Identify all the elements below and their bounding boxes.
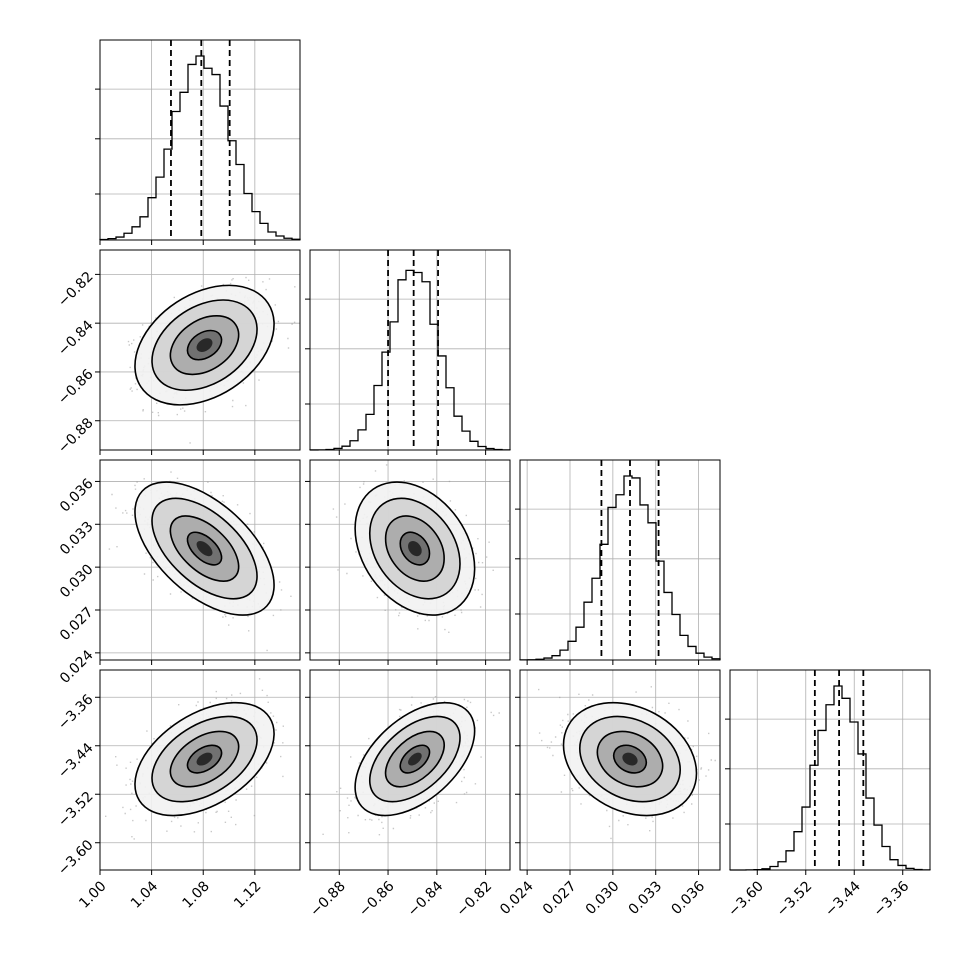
x-tick-label: 0.024	[497, 878, 537, 918]
panel-content	[100, 250, 300, 450]
panel-content	[100, 460, 300, 660]
x-tick-label: 0.033	[626, 878, 666, 918]
y-tick-label: −3.52	[55, 789, 97, 831]
density-contour	[196, 338, 213, 352]
scatter-panel-3-1	[305, 669, 511, 875]
x-tick-label: 0.027	[540, 878, 580, 918]
panels-layer: 1.00 1.04 1.08 1.12 −0.88 −0.86 −0.84 −0.82 0.02…	[55, 39, 931, 920]
x-tick-label: 1.08	[179, 878, 212, 911]
x-tick-label: 1.12	[231, 878, 264, 911]
histogram-step	[519, 475, 721, 661]
histogram-panel-3	[725, 669, 931, 875]
panel-content	[100, 670, 300, 870]
panel-frame	[99, 669, 301, 871]
panel-frame	[99, 249, 301, 451]
density-contour	[196, 752, 213, 766]
y-tick-label: 0.027	[57, 604, 97, 644]
x-tick-label: 0.036	[669, 878, 709, 918]
y-tick-label: −3.60	[55, 837, 97, 879]
panel-frame	[309, 459, 511, 661]
histogram-step	[729, 685, 931, 871]
density-contour	[622, 752, 638, 766]
y-tick-label: −0.88	[55, 415, 97, 457]
histogram-panel-2	[515, 459, 721, 665]
histogram-step	[309, 269, 511, 451]
panel-content	[310, 670, 510, 870]
x-tick-label: −3.52	[774, 878, 816, 920]
panel-content	[520, 670, 720, 870]
density-contour	[408, 752, 422, 766]
panel-frame	[519, 459, 721, 661]
scatter-panel-2-1	[305, 459, 511, 665]
y-tick-label: 0.024	[57, 647, 97, 687]
panel-frame	[729, 669, 931, 871]
x-tick-label: −3.60	[725, 878, 767, 920]
x-tick-label: 1.00	[76, 878, 109, 911]
panel-frame	[99, 459, 301, 661]
x-tick-label: −0.84	[405, 878, 447, 920]
y-tick-label: −0.86	[55, 366, 97, 408]
x-tick-label: −0.82	[454, 878, 496, 920]
histogram-step	[99, 55, 301, 241]
scatter-panel-2-0	[95, 459, 301, 665]
scatter-panel-3-0	[95, 669, 301, 875]
panel-content	[310, 460, 510, 660]
y-tick-label: 0.036	[57, 476, 97, 516]
x-tick-label: 0.030	[583, 878, 623, 918]
panel-frame	[309, 669, 511, 871]
scatter-panel-1-0	[95, 249, 301, 455]
y-tick-label: −3.44	[55, 740, 97, 782]
x-tick-label: −0.86	[356, 878, 398, 920]
histogram-panel-1	[305, 249, 511, 455]
x-tick-label: −3.44	[822, 878, 864, 920]
scatter-panel-3-2	[515, 669, 721, 875]
y-tick-label: 0.030	[57, 561, 97, 601]
y-tick-label: −0.84	[55, 317, 97, 359]
x-tick-label: 1.04	[128, 878, 161, 911]
y-tick-label: 0.033	[57, 519, 97, 559]
panel-frame	[309, 249, 511, 451]
histogram-panel-0	[95, 39, 301, 245]
x-tick-label: −3.36	[871, 878, 913, 920]
density-contour	[196, 540, 213, 557]
panel-frame	[99, 39, 301, 241]
y-tick-label: −0.82	[55, 269, 97, 311]
panel-frame	[519, 669, 721, 871]
x-tick-label: −0.88	[307, 878, 349, 920]
y-tick-label: −3.36	[55, 692, 97, 734]
density-contour	[408, 540, 422, 557]
